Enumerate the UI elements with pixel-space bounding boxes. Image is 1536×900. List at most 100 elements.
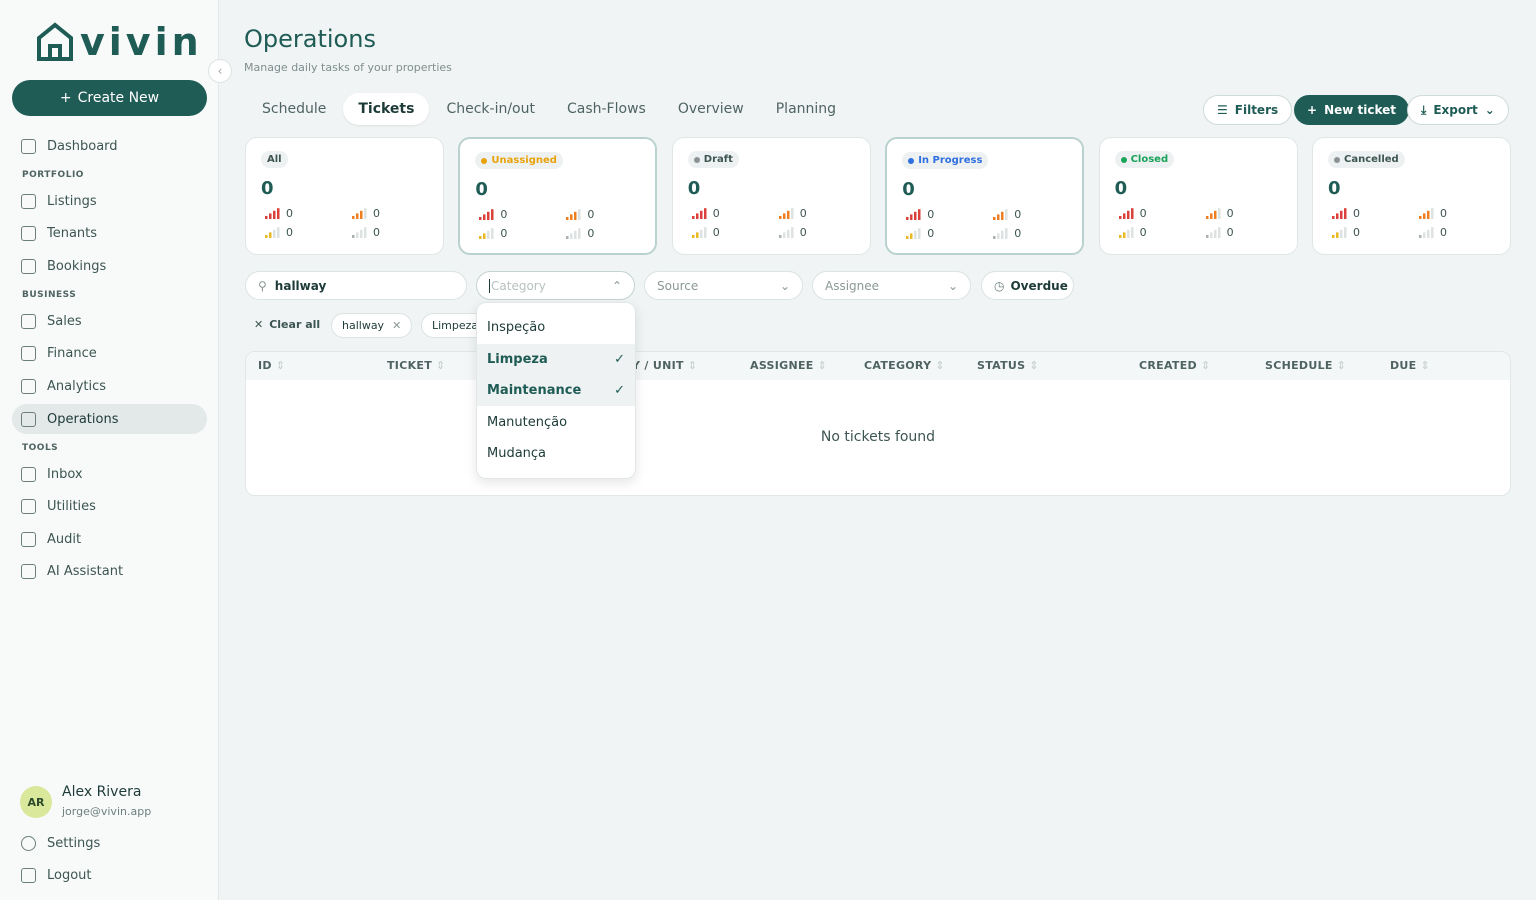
- nav-item[interactable]: Operations: [12, 404, 207, 434]
- bar: [1213, 210, 1217, 219]
- column-header[interactable]: STATUS ⇕: [977, 359, 1039, 372]
- nav-item[interactable]: Bookings: [12, 251, 207, 281]
- column-header[interactable]: ASSIGNEE ⇕: [750, 359, 827, 372]
- filters-button[interactable]: ☰ Filters: [1203, 95, 1293, 125]
- nav-item[interactable]: Tenants: [12, 219, 207, 249]
- bar: [910, 233, 913, 239]
- bar: [483, 214, 486, 220]
- nav-label: Sales: [47, 313, 82, 329]
- sort-icon: ⇕: [1420, 359, 1431, 372]
- settings-link[interactable]: Settings: [12, 828, 207, 858]
- nav-label: Dashboard: [47, 138, 118, 154]
- column-header[interactable]: SCHEDULE ⇕: [1265, 359, 1346, 372]
- nav-item[interactable]: Sales: [12, 306, 207, 336]
- icon: [21, 531, 36, 547]
- search-input[interactable]: ⚲ hallway: [245, 271, 467, 300]
- icon: [21, 193, 36, 209]
- priority-icon: [566, 228, 581, 239]
- search-value: hallway: [274, 278, 327, 293]
- bar: [265, 235, 268, 238]
- nav-item[interactable]: Utilities: [12, 492, 207, 522]
- tab[interactable]: Cash-Flows: [566, 101, 646, 117]
- overdue-toggle[interactable]: ◷ Overdue: [981, 271, 1074, 300]
- bar: [352, 216, 355, 219]
- priority-count: 0: [1332, 226, 1360, 239]
- bar: [782, 213, 786, 219]
- priority-icon: [479, 209, 494, 220]
- logout-link[interactable]: Logout: [12, 860, 207, 890]
- bar: [277, 227, 280, 238]
- dropdown-option[interactable]: Maintenance ✓: [477, 375, 635, 406]
- bar: [1336, 213, 1339, 219]
- nav-label: Bookings: [47, 258, 107, 274]
- nav-item[interactable]: Inbox: [12, 459, 207, 489]
- priority-count-value: 0: [799, 226, 807, 239]
- bar: [1118, 216, 1122, 219]
- option-label: Maintenance: [487, 383, 582, 398]
- column-header[interactable]: ID ⇕: [258, 359, 285, 372]
- status-card[interactable]: Cancelled 0 0 0 0 0: [1312, 137, 1511, 255]
- priority-icon: [778, 227, 794, 238]
- bar: [1209, 232, 1213, 238]
- status-label: Cancelled: [1344, 154, 1399, 165]
- dropdown-option[interactable]: Manutenção: [477, 407, 635, 438]
- bar: [570, 214, 573, 220]
- status-card[interactable]: Unassigned 0 0 0 0 0: [458, 137, 658, 255]
- category-select[interactable]: Category ⌃: [476, 271, 635, 300]
- sort-icon: ⇕: [275, 359, 286, 372]
- bar: [1122, 213, 1126, 219]
- status-card[interactable]: Closed 0 0 0 0 0: [1098, 137, 1298, 255]
- nav-label: Inbox: [47, 466, 83, 482]
- tab[interactable]: Schedule: [262, 101, 327, 117]
- priority-count-value: 0: [373, 226, 380, 239]
- tab[interactable]: Check-in/out: [446, 101, 535, 117]
- bar: [574, 211, 577, 220]
- bar: [1118, 235, 1122, 238]
- priority-icon: [566, 209, 581, 220]
- chip-remove[interactable]: ✕: [392, 319, 402, 332]
- column-header[interactable]: DUE ⇕: [1390, 359, 1430, 372]
- column-header[interactable]: CREATED ⇕: [1139, 359, 1211, 372]
- nav-item[interactable]: Finance: [12, 339, 207, 369]
- nav-item[interactable]: Dashboard: [12, 131, 207, 161]
- bar: [487, 230, 490, 239]
- priority-icon: [691, 208, 707, 219]
- column-header[interactable]: TICKET ⇕: [387, 359, 446, 372]
- filter-chip[interactable]: hallway ✕: [331, 313, 413, 338]
- bar: [918, 228, 921, 239]
- tab[interactable]: Planning: [775, 101, 837, 117]
- bar: [277, 208, 280, 219]
- collapse-button[interactable]: ‹: [208, 59, 232, 83]
- dropdown-option[interactable]: Limpeza ✓: [477, 343, 635, 375]
- clear-all-button[interactable]: ✕ Clear all: [254, 318, 320, 331]
- nav-item[interactable]: Listings: [12, 186, 207, 216]
- priority-count: 0: [1332, 207, 1360, 220]
- tab[interactable]: Tickets: [343, 93, 430, 125]
- new-ticket-button[interactable]: + New ticket: [1294, 95, 1410, 125]
- priority-icon: [1419, 227, 1434, 238]
- priority-count-value: 0: [712, 207, 720, 220]
- status-card[interactable]: All 0 0 0 0 0: [245, 137, 444, 255]
- column-header[interactable]: CATEGORY ⇕: [864, 359, 945, 372]
- priority-count-value: 0: [927, 227, 935, 240]
- nav-item[interactable]: Audit: [12, 524, 207, 554]
- bar: [269, 232, 272, 238]
- icon: [21, 378, 36, 394]
- dropdown-option[interactable]: Inspeção: [477, 312, 635, 343]
- user-name: Alex Rivera: [62, 784, 142, 800]
- status-card[interactable]: In Progress 0 0 0 0 0: [885, 137, 1085, 255]
- assignee-select[interactable]: Assignee ⌄: [812, 271, 971, 300]
- dropdown-option[interactable]: Mudança: [477, 438, 635, 469]
- bar: [786, 210, 790, 219]
- priority-icon: [993, 228, 1008, 239]
- export-button[interactable]: ⤓ Export ⌄: [1407, 95, 1509, 125]
- create-new-button[interactable]: + Create New: [12, 80, 207, 116]
- bar: [1005, 209, 1008, 220]
- status-card[interactable]: Draft 0 0 0 0 0: [671, 137, 871, 255]
- nav-item[interactable]: Analytics: [12, 371, 207, 401]
- logo: vivin: [36, 20, 203, 64]
- tab[interactable]: Overview: [677, 101, 744, 117]
- source-select[interactable]: Source ⌄: [644, 271, 803, 300]
- user-email: jorge@vivin.app: [62, 805, 152, 818]
- nav-item[interactable]: AI Assistant: [12, 557, 207, 587]
